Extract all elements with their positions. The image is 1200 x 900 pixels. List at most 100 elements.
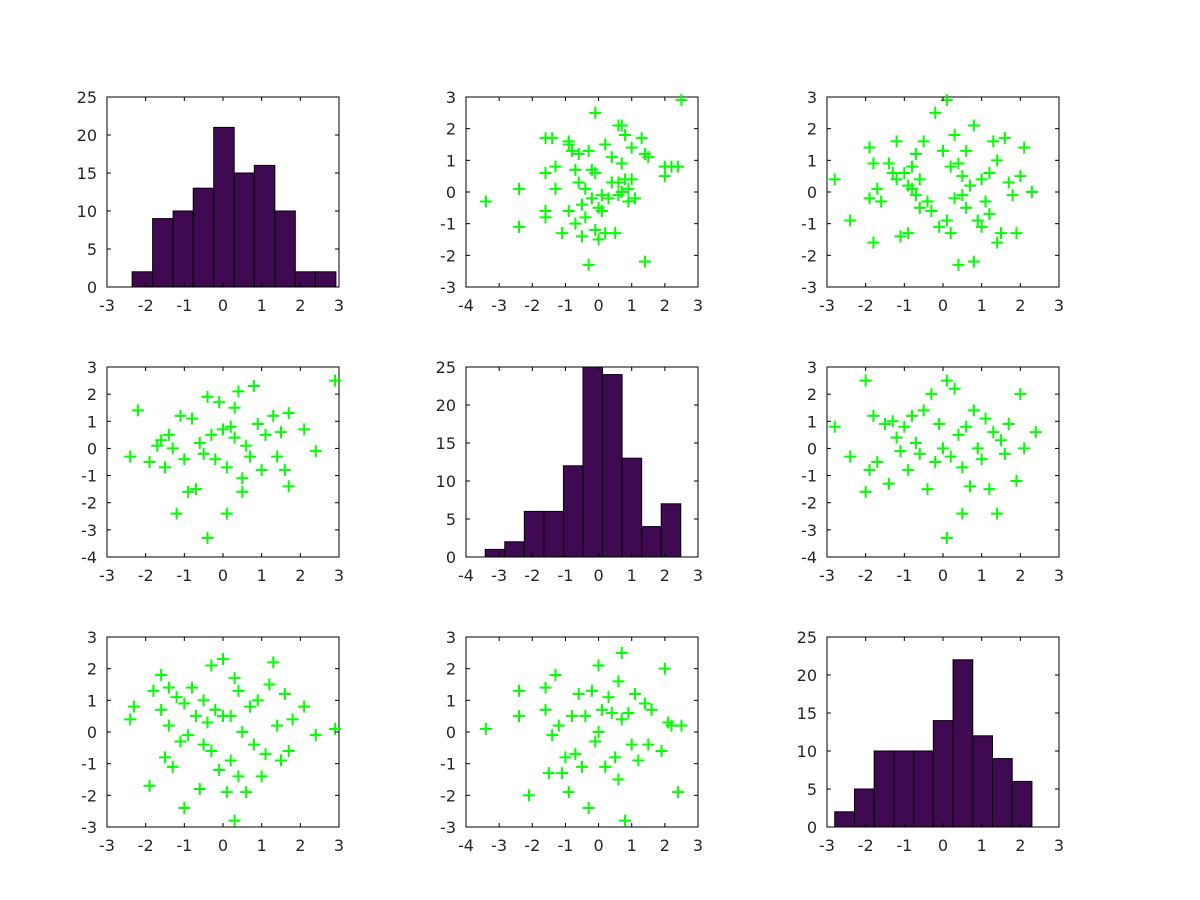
y-tick-label: -1: [440, 755, 456, 774]
axes-frame: [465, 636, 699, 828]
histogram-bar: [274, 210, 296, 288]
scatter-point: [898, 420, 911, 433]
scatter-point: [894, 230, 907, 243]
scatter-point: [244, 700, 257, 713]
scatter-point: [247, 380, 260, 392]
scatter-point: [909, 189, 922, 202]
scatter-point: [909, 148, 922, 160]
scatter-point: [251, 694, 264, 707]
axes-frame: [826, 96, 1060, 288]
scatter-point: [143, 779, 156, 792]
scatter-point: [898, 167, 911, 179]
scatter-point: [863, 464, 876, 477]
scatter-point: [675, 719, 688, 732]
histogram-bar: [192, 187, 215, 288]
scatter-point: [539, 167, 552, 179]
scatter-point: [964, 179, 977, 192]
scatter-point: [539, 681, 552, 694]
scatter-point: [879, 418, 891, 430]
scatter-point: [658, 170, 671, 183]
scatter-point: [987, 426, 1000, 439]
x-tick-label: 3: [693, 296, 703, 315]
y-tick-label: 2: [446, 120, 456, 139]
scatter-point: [1018, 442, 1031, 455]
scatter-point: [162, 428, 175, 441]
histogram-bar: [523, 510, 545, 558]
scatter-point: [886, 167, 899, 179]
scatter-point: [589, 167, 602, 179]
y-tick-label: -4: [81, 548, 97, 567]
x-tick-label: 3: [334, 566, 344, 585]
histogram-bar: [913, 750, 934, 828]
scatter-point: [549, 669, 562, 681]
scatter-point: [251, 418, 264, 430]
y-tick-label: 0: [807, 183, 817, 202]
x-tick-label: 1: [977, 836, 987, 855]
scatter-point: [675, 94, 688, 107]
scatter-point: [672, 786, 685, 799]
scatter-point: [539, 703, 552, 716]
scatter-point: [205, 428, 218, 441]
scatter-point: [906, 409, 919, 422]
histogram-bar: [873, 750, 895, 828]
scatter-point: [642, 738, 655, 751]
scatter-point: [552, 719, 565, 732]
histogram-bar: [952, 659, 974, 828]
scatter-point: [247, 738, 260, 751]
scatter-point: [960, 201, 973, 214]
x-tick-label: -1: [557, 836, 573, 855]
scatter-point: [844, 214, 857, 227]
scatter-point: [178, 697, 191, 710]
y-tick-label: -2: [801, 494, 817, 513]
scatter-point: [940, 214, 953, 227]
scatter-point: [213, 396, 226, 409]
scatter-point: [282, 407, 295, 420]
y-tick-label: 10: [797, 742, 817, 761]
histogram-bar: [233, 172, 255, 288]
y-tick-label: 0: [87, 723, 97, 742]
scatter-point: [562, 786, 575, 799]
scatter-point: [844, 450, 857, 463]
scatter-point: [579, 710, 592, 723]
scatter-point: [542, 767, 555, 780]
scatter-point: [562, 138, 575, 151]
scatter-point: [174, 409, 187, 422]
scatter-point: [1025, 186, 1038, 198]
y-tick-label: 3: [446, 88, 456, 107]
x-tick-label: -2: [524, 566, 540, 585]
scatter-point: [882, 157, 895, 170]
scatter-point: [232, 770, 245, 783]
scatter-point: [1010, 475, 1023, 487]
x-tick-label: -3: [99, 836, 115, 855]
scatter-point: [131, 404, 144, 417]
scatter-point: [952, 157, 965, 170]
x-tick-label: -1: [896, 296, 912, 315]
scatter-point: [513, 220, 526, 233]
scatter-point: [894, 445, 907, 458]
scatter-point: [882, 477, 895, 490]
scatter-point: [186, 681, 199, 694]
scatter-point: [995, 434, 1007, 447]
scatter-point: [967, 404, 980, 417]
y-tick-label: 0: [807, 439, 817, 458]
scatter-point: [309, 729, 322, 742]
x-tick-label: 1: [977, 296, 987, 315]
scatter-point: [275, 426, 287, 439]
scatter-point: [309, 445, 322, 458]
x-tick-label: -1: [176, 296, 192, 315]
scatter-point: [582, 802, 595, 814]
scatter-point: [147, 684, 160, 697]
histogram-bar: [621, 457, 643, 558]
scatter-point: [278, 464, 291, 477]
scatter-point: [259, 428, 272, 441]
y-tick-label: -2: [81, 786, 97, 805]
scatter-point: [952, 258, 965, 271]
scatter-point: [615, 646, 628, 659]
scatter-point: [612, 675, 625, 688]
scatter-point: [867, 157, 880, 170]
scatter-point: [960, 420, 973, 433]
scatter-point: [209, 703, 222, 716]
scatter-point: [263, 678, 276, 691]
